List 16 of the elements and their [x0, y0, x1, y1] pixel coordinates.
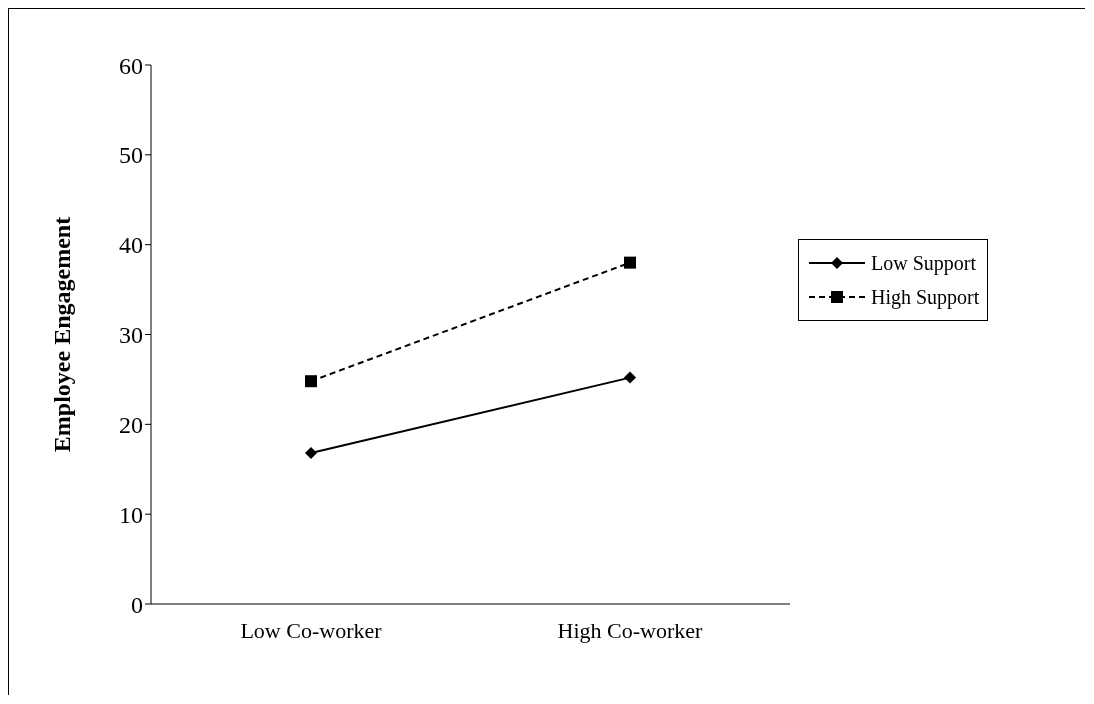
y-axis-title: Employee Engagement: [48, 216, 75, 453]
y-tick-label: 60: [119, 52, 143, 79]
y-tick-label: 40: [119, 232, 143, 259]
y-tick-label: 50: [119, 142, 143, 169]
point: [624, 256, 636, 269]
y-tick-label: 30: [119, 322, 143, 349]
x-tick-label: High Co-worker: [557, 617, 704, 643]
point: [305, 447, 317, 460]
legend-label: Low Support: [871, 251, 976, 275]
y-tick-label: 20: [119, 411, 143, 438]
y-tick-label: 10: [119, 501, 143, 528]
point: [624, 371, 636, 384]
y-tick-label: 0: [131, 591, 143, 618]
point: [305, 375, 317, 388]
x-tick-label: Low Co-worker: [240, 617, 383, 643]
legend-label: High Support: [871, 285, 980, 309]
